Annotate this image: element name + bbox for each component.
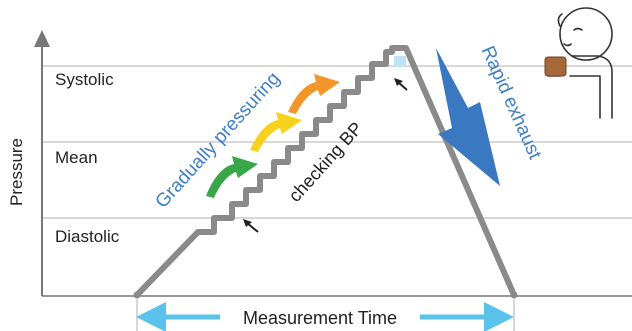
systolic-label: Systolic (55, 70, 114, 89)
y-axis-arrowhead-icon (34, 30, 50, 47)
pressure-axis-label: Pressure (7, 138, 26, 206)
pointer-arrow-icon (394, 78, 408, 91)
pointer-arrow-icon (243, 219, 259, 233)
measurement-time-label: Measurement Time (243, 308, 397, 328)
yellow-pressure-arrow-icon (250, 112, 302, 152)
diastolic-label: Diastolic (55, 227, 120, 246)
peak-highlight (394, 56, 406, 67)
cuff-icon (544, 56, 567, 77)
checking-bp-label: checking BP (285, 118, 367, 206)
trace-start-dot (133, 291, 141, 299)
trace-end-dot (510, 291, 518, 299)
green-pressure-arrow-icon (206, 156, 258, 198)
orange-pressure-arrow-icon (288, 74, 340, 114)
person-icon (547, 7, 613, 119)
mean-label: Mean (55, 148, 98, 167)
pressure-trace (134, 45, 517, 298)
rapid-exhaust-arrow-icon (436, 48, 500, 186)
